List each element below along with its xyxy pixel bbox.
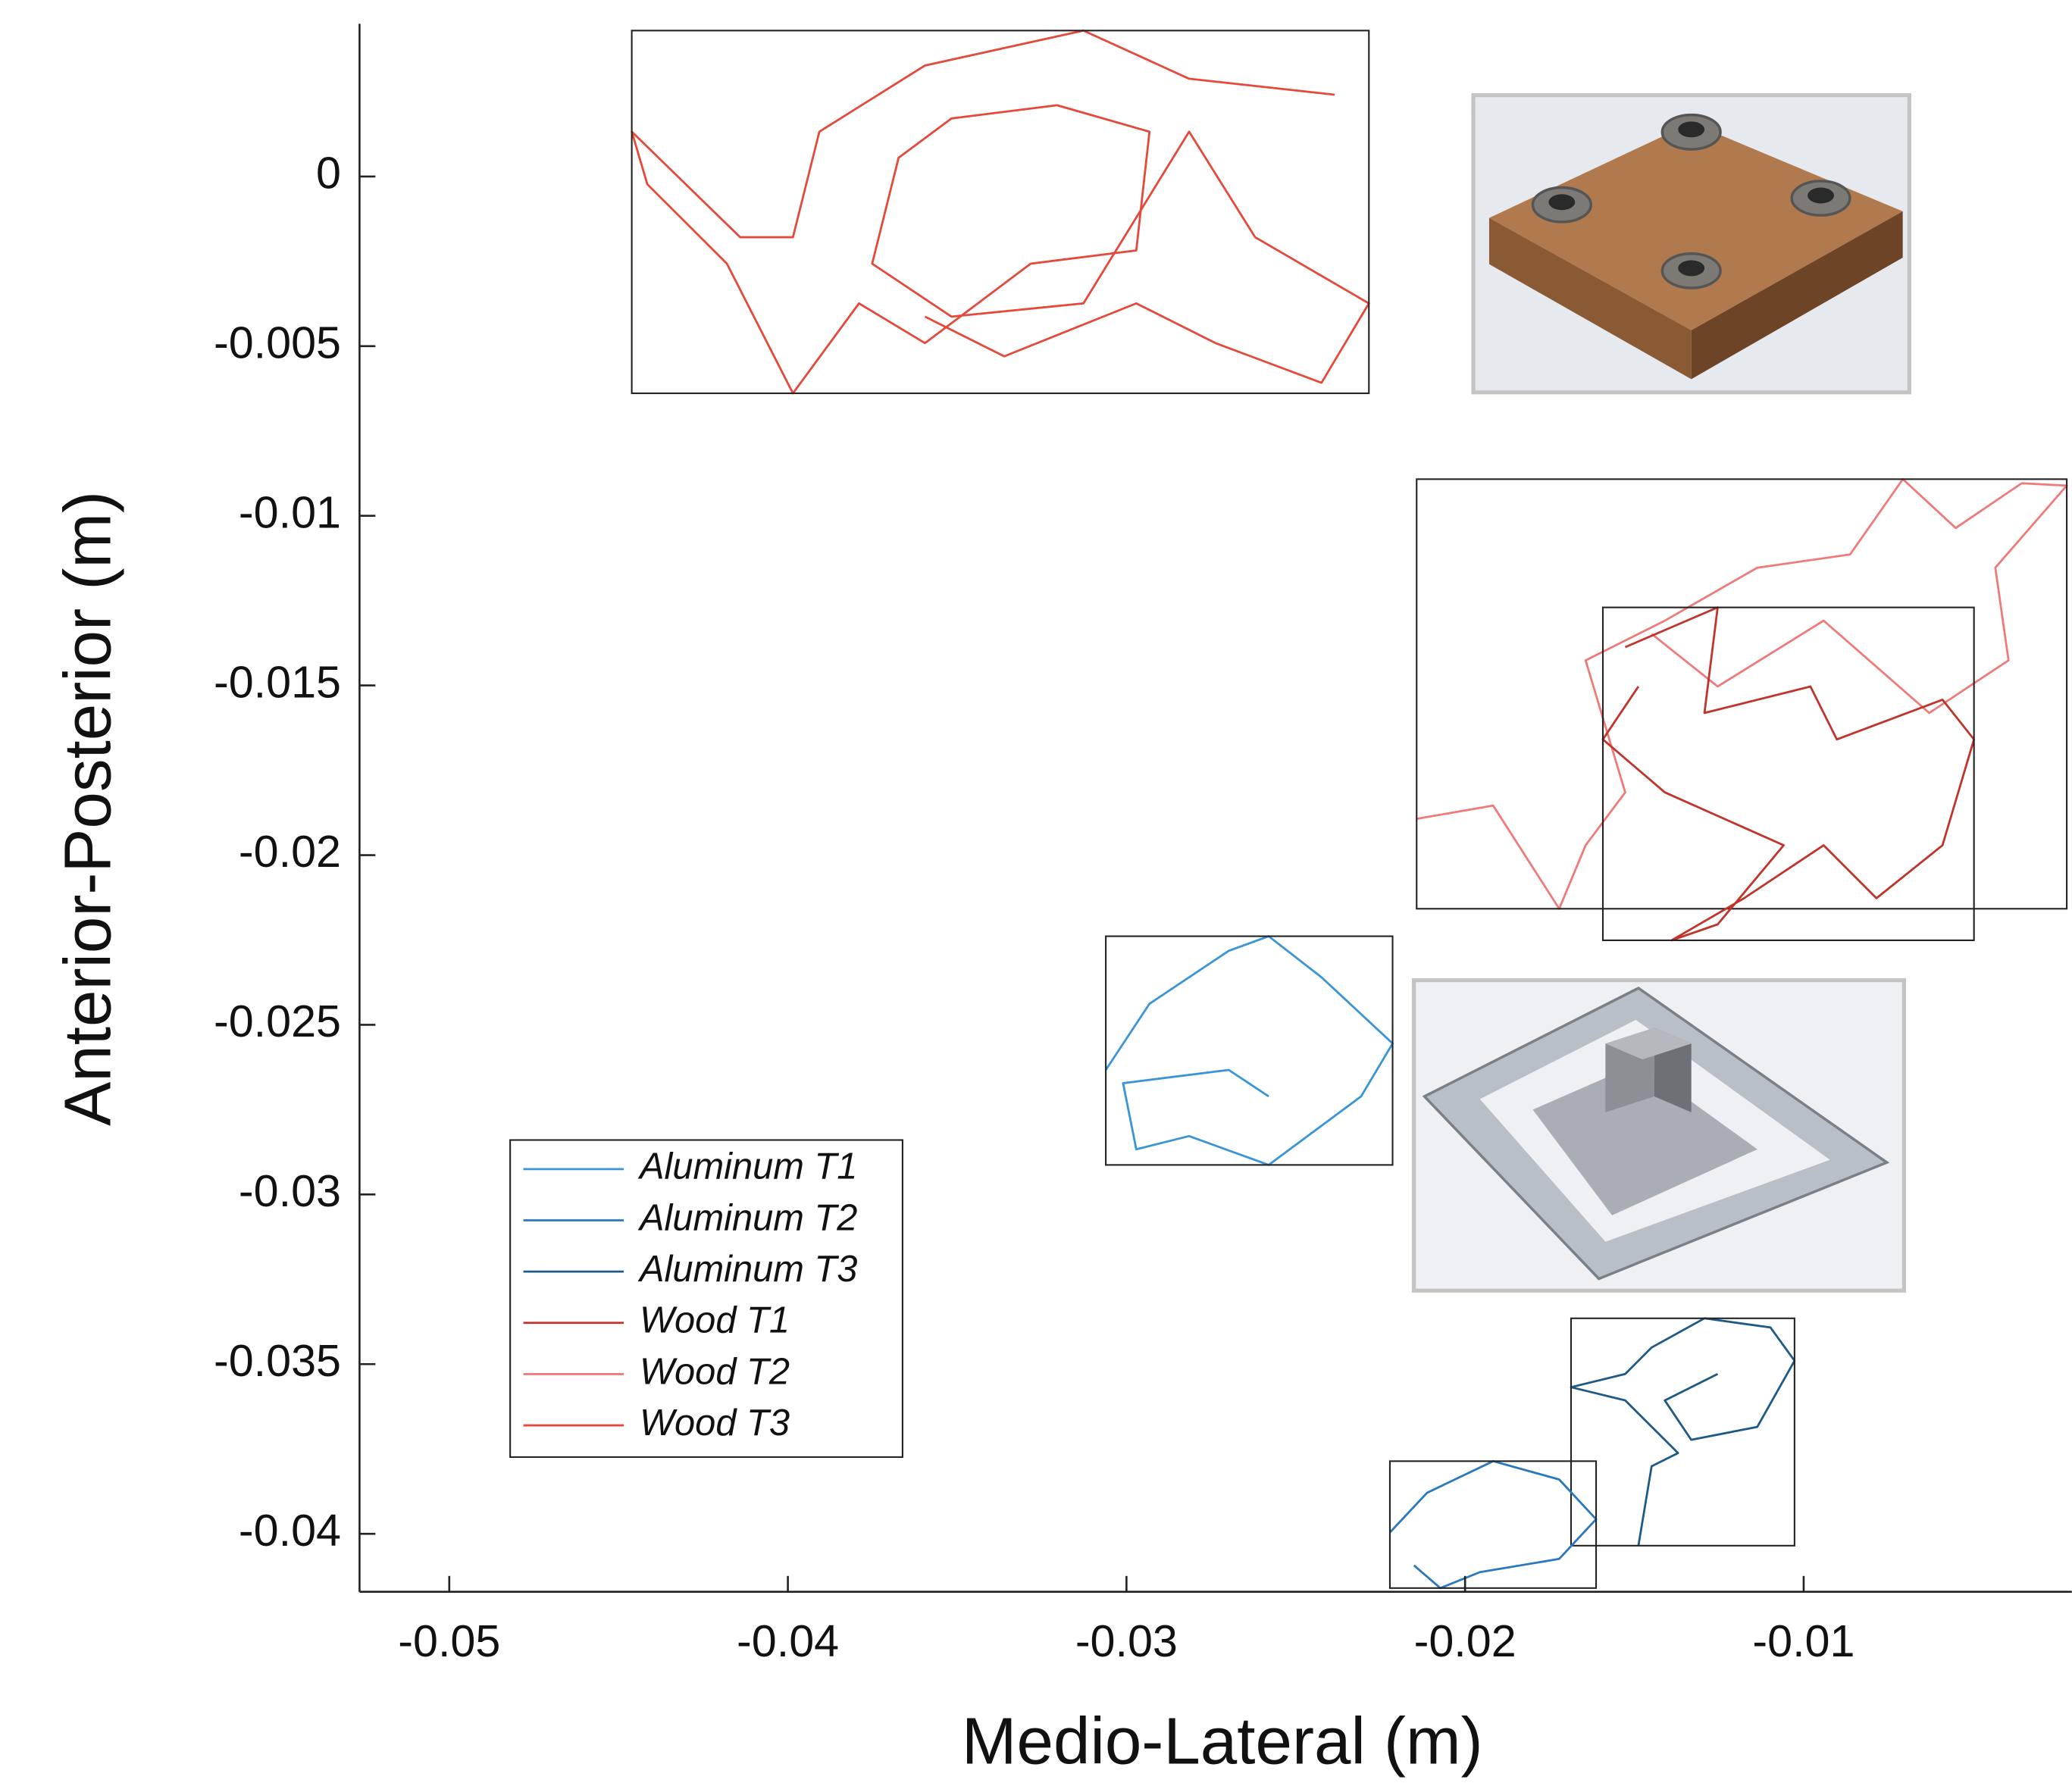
x-tick-label: -0.03 [1075,1616,1178,1666]
x-tick-label: -0.01 [1752,1616,1854,1666]
x-tick-label: -0.02 [1414,1616,1516,1666]
legend-label: Aluminum T3 [637,1249,857,1290]
y-tick-label: -0.035 [214,1335,341,1386]
y-axis-title: Anterior-Posterior (m) [51,491,124,1126]
trace-line [1106,937,1392,1165]
y-tick-label: -0.015 [214,656,341,707]
legend: Aluminum T1 Aluminum T2 Aluminum T3 Wood T1… [510,1140,903,1457]
legend-label: Aluminum T2 [637,1197,857,1238]
trace-line [632,30,1369,393]
wood-platform-image [1473,95,1909,393]
y-tick-label: -0.01 [239,486,341,537]
chart: Medio-Lateral (m) Anterior-Posterior (m)… [0,0,2072,1786]
trace-line [1603,608,1974,940]
legend-label: Aluminum T1 [637,1146,857,1187]
trace-line [1390,1461,1596,1587]
bounding-box [1571,1318,1795,1546]
bounding-box [1106,937,1392,1165]
aluminum-platform-image [1414,981,1905,1291]
y-tick-label: 0 [316,148,341,199]
bounding-box [632,30,1369,393]
x-tick-label: -0.04 [737,1616,839,1666]
bounding-box [1416,479,2067,909]
page: {"chart_data": { "type": "line", "xlabel… [0,0,2072,1786]
x-tick-label: -0.05 [398,1616,500,1666]
trace-line [1571,1318,1795,1546]
trace-line [1416,479,2067,909]
y-tick-label: -0.025 [214,996,341,1046]
y-tick-label: -0.03 [239,1165,341,1216]
y-tick-label: -0.04 [239,1505,341,1556]
legend-label: Wood T2 [640,1351,790,1392]
legend-label: Wood T3 [640,1403,790,1444]
bounding-box [1603,608,1974,940]
y-tick-label: -0.02 [239,826,341,877]
y-tick-label: -0.005 [214,317,341,368]
x-axis-title: Medio-Lateral (m) [962,1705,1483,1778]
legend-label: Wood T1 [640,1300,790,1341]
